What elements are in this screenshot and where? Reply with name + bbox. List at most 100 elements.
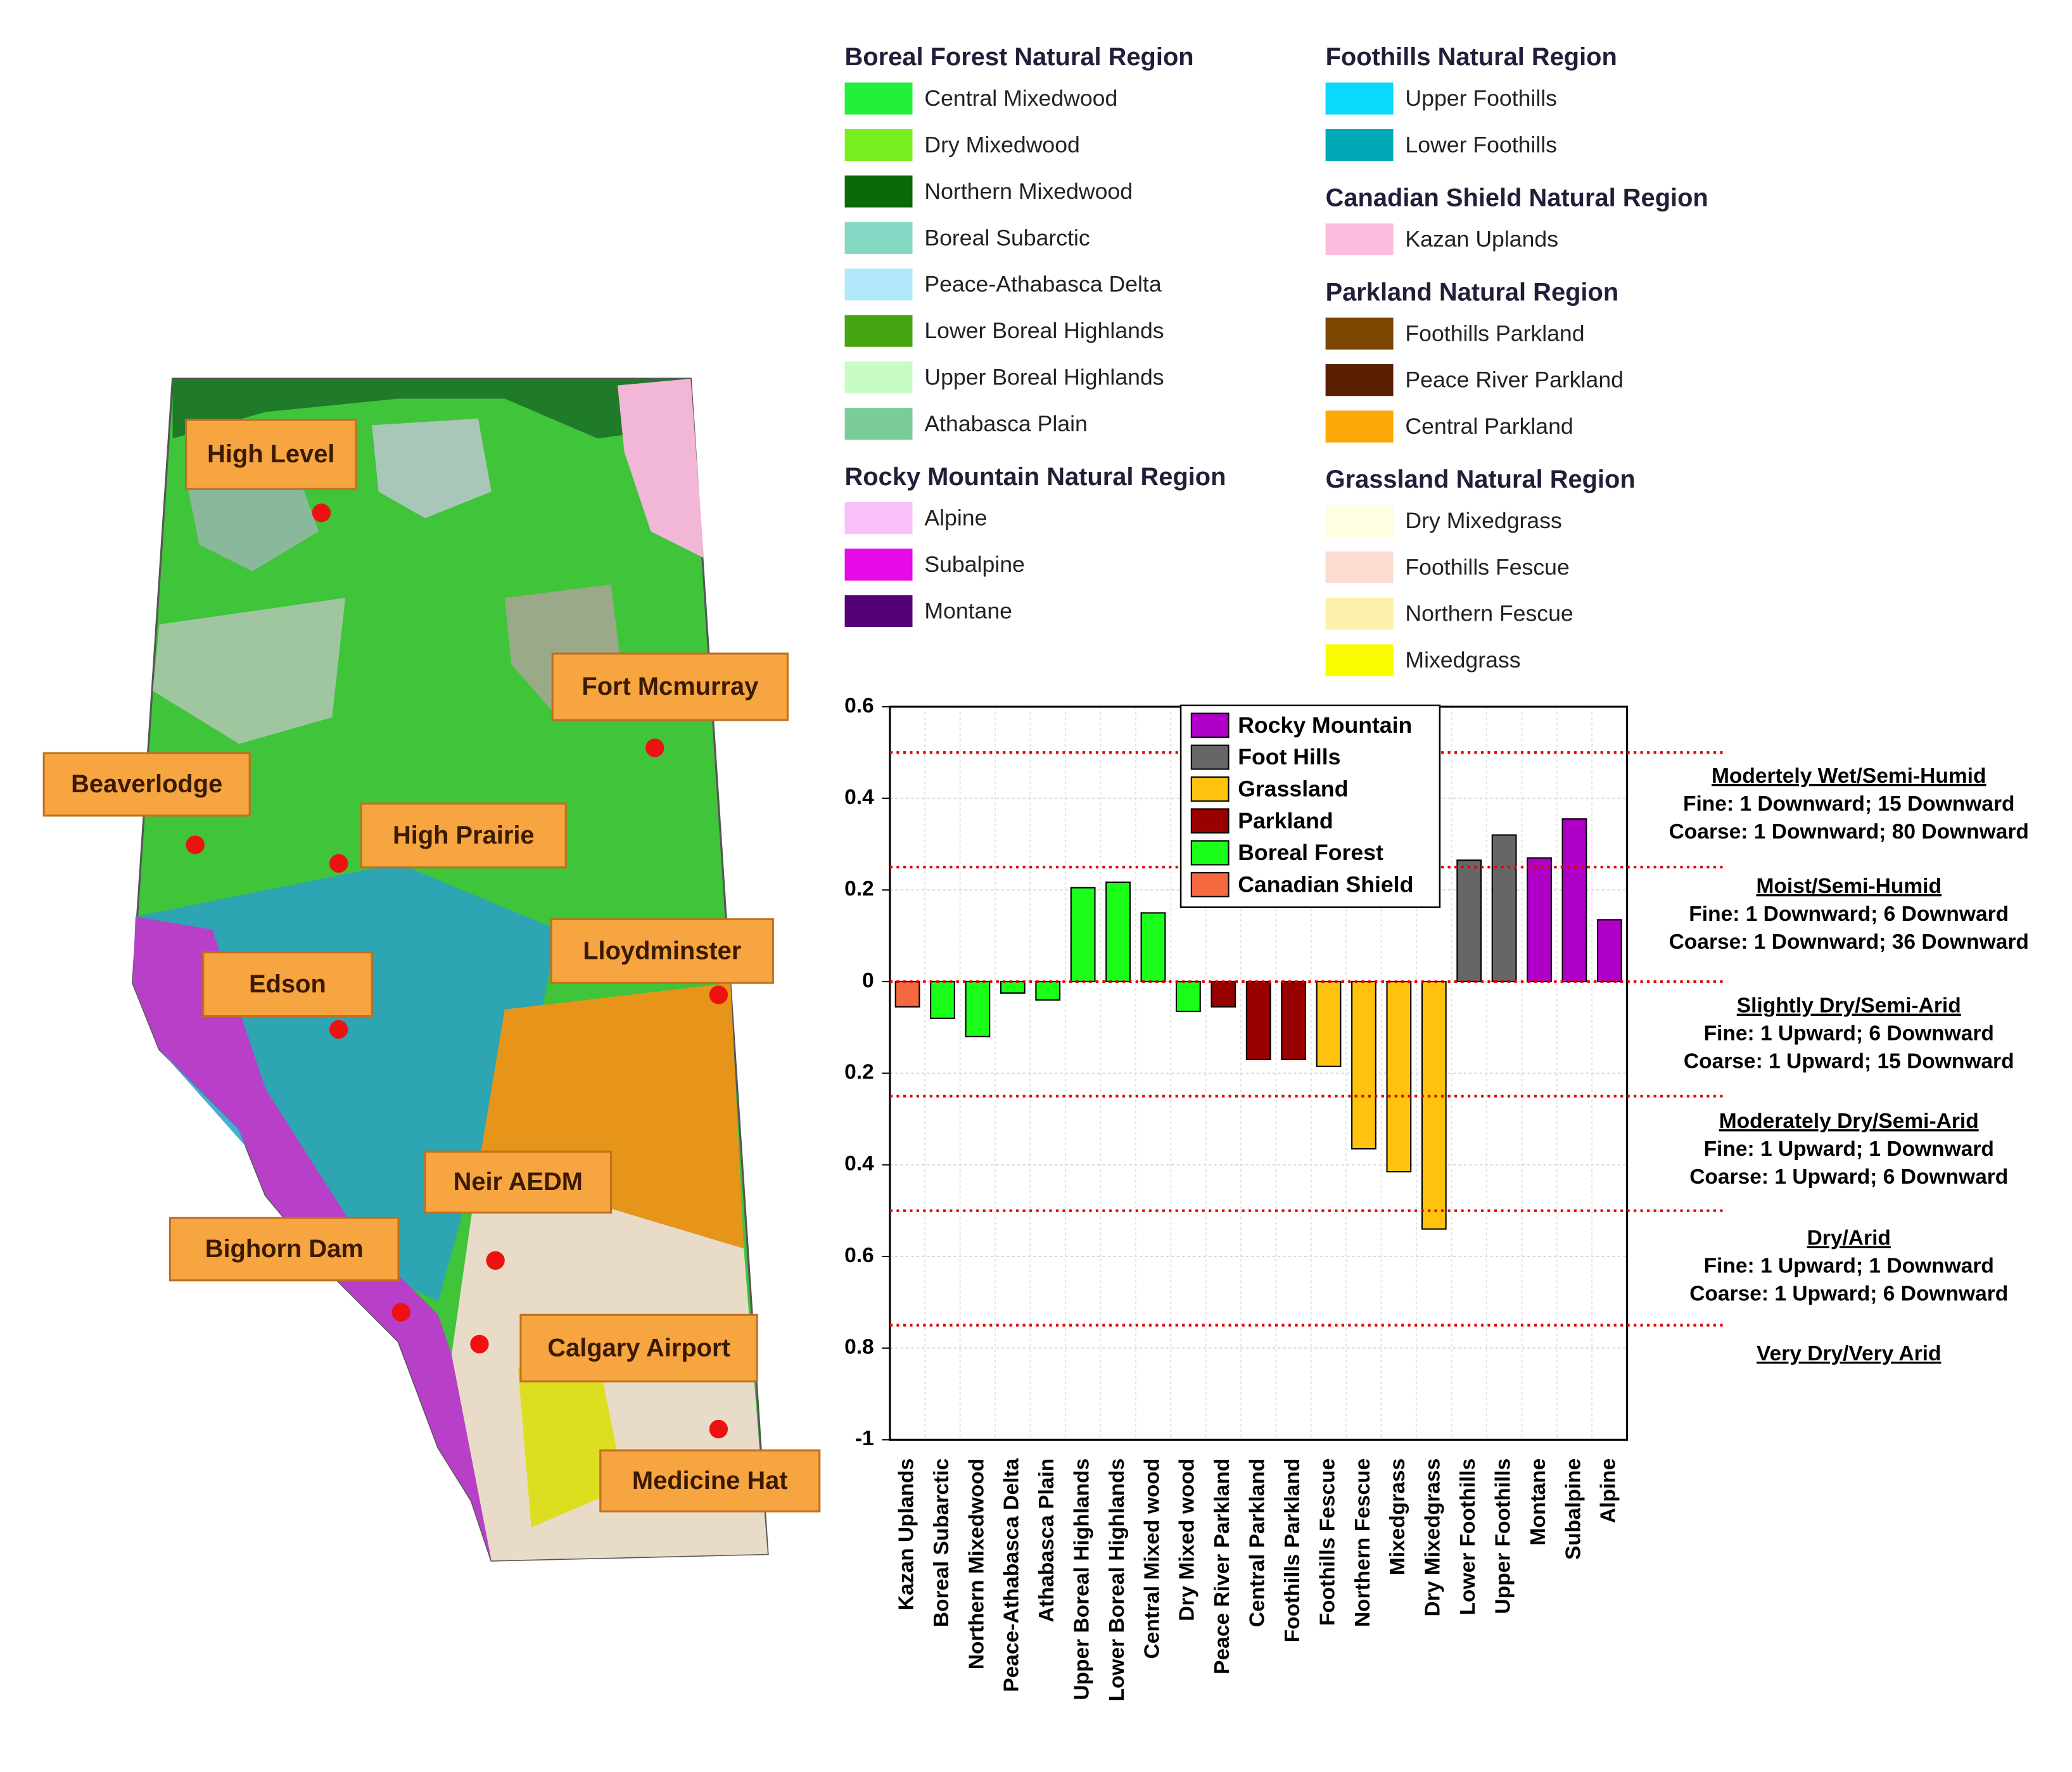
legend-swatch [1325, 644, 1394, 676]
city-box [519, 1313, 758, 1383]
legend-swatch [1190, 712, 1230, 738]
legend-label: Canadian Shield [1238, 871, 1413, 897]
bar [1421, 980, 1447, 1230]
legend-label: Foothills Fescue [1405, 554, 1569, 579]
bar [1105, 881, 1131, 983]
legend-swatch [844, 129, 913, 161]
zone-note: Fine: 1 Upward; 1 Downward [1704, 1137, 1994, 1161]
zone-note: Fine: 1 Downward; 15 Downward [1683, 792, 2015, 816]
legend-label: Lower Foothills [1405, 132, 1557, 158]
city-label: Bighorn Dam [205, 1235, 364, 1263]
city-marker [312, 503, 331, 522]
legend-label: Central Parkland [1405, 414, 1573, 439]
x-tick-label: Upper Foothills [1491, 1459, 1515, 1614]
legend-swatch [1325, 597, 1394, 630]
bar [1527, 857, 1552, 983]
city-marker [645, 738, 664, 757]
city-box [184, 419, 357, 490]
city-label: Lloydminster [583, 937, 741, 965]
zone-note: Coarse: 1 Upward; 6 Downward [1689, 1282, 2008, 1306]
legend-label: Subalpine [924, 552, 1024, 577]
legend-label: Dry Mixedwood [924, 132, 1079, 158]
city-box [551, 652, 789, 721]
bar-chart: 0.6 0.4 0.2 0 0.2 0.4 0.6 0.8 -1 Kazan Uplands Bor… [844, 694, 2029, 1702]
y-tick-label: 0 [862, 969, 874, 992]
y-tick-label: 0.2 [844, 1061, 874, 1084]
legend-heading: Canadian Shield Natural Region [1326, 184, 1708, 212]
city-label: Edson [249, 970, 326, 998]
x-tick-label: Northern Mixedwood [965, 1459, 988, 1669]
y-tick-label: -1 [855, 1427, 874, 1450]
x-tick-label: Central Mixed wood [1140, 1459, 1164, 1659]
y-tick-label: 0.6 [844, 1244, 874, 1267]
x-tick-label: Peace River Parkland [1211, 1459, 1234, 1674]
city-label: Medicine Hat [632, 1467, 788, 1495]
bar [1175, 980, 1201, 1013]
city-marker [329, 1020, 348, 1039]
legend-heading: Boreal Forest Natural Region [845, 43, 1194, 71]
zone-note: Fine: 1 Upward; 1 Downward [1704, 1255, 1994, 1278]
x-tick-label: Peace-Athabasca Delta [1000, 1458, 1024, 1692]
y-tick-label: 0.4 [844, 785, 874, 809]
x-tick-label: Central Parkland [1246, 1459, 1269, 1627]
legend-label: Dry Mixedgrass [1405, 508, 1561, 533]
city-label: High Level [207, 440, 334, 468]
bar [1596, 919, 1622, 983]
legend-swatch [1325, 410, 1394, 443]
city-labels: High Level Fort Mcmurray Beaverlodge High P… [42, 419, 821, 1513]
zone-note: Fine: 1 Downward; 6 Downward [1689, 902, 2009, 926]
map-region [618, 379, 704, 559]
zone-title: Slightly Dry/Semi-Arid [1737, 994, 1961, 1018]
legend-swatch [1325, 551, 1394, 583]
bar [1070, 887, 1096, 983]
x-tick-label: Subalpine [1561, 1459, 1585, 1560]
x-tick-label: Upper Boreal Highlands [1070, 1459, 1093, 1700]
legend-swatch [844, 548, 913, 581]
city-box [202, 951, 373, 1018]
legend-heading: Parkland Natural Region [1326, 278, 1619, 306]
city-label: Calgary Airport [547, 1334, 730, 1362]
legend-label: Boreal Forest [1238, 840, 1383, 865]
legend-swatch [844, 268, 913, 301]
legend-swatch [1325, 223, 1394, 256]
x-tick-label: Lower Boreal Highlands [1105, 1459, 1129, 1702]
x-tick-label: Mixedgrass [1386, 1459, 1409, 1576]
y-tick-label: 0.2 [844, 877, 874, 901]
legend-label: Athabasca Plain [924, 411, 1087, 436]
legend-label: Central Mixedwood [924, 85, 1117, 111]
city-box [599, 1449, 821, 1513]
legend-swatch [844, 408, 913, 440]
bar [930, 980, 955, 1019]
legend-swatch [844, 82, 913, 115]
bar [1245, 980, 1271, 1060]
legend-label: Foothills Parkland [1405, 320, 1584, 346]
city-label: Fort Mcmurray [582, 673, 758, 700]
bar [1386, 980, 1412, 1173]
legend-heading: Rocky Mountain Natural Region [845, 463, 1226, 491]
legend-swatch [1190, 808, 1230, 834]
legend-swatch [1325, 317, 1394, 350]
legend-swatch [1325, 505, 1394, 537]
city-box [168, 1217, 400, 1282]
y-tick-label: 0.6 [844, 694, 874, 718]
legend-swatch [1190, 744, 1230, 770]
zone-note: Coarse: 1 Upward; 15 Downward [1684, 1050, 2014, 1073]
legend-label: Grassland [1238, 776, 1348, 801]
legend-heading: Grassland Natural Region [1326, 465, 1636, 493]
legend-swatch [1325, 129, 1394, 161]
bar [1000, 980, 1026, 994]
bar [1351, 980, 1376, 1150]
legend-swatch [1190, 871, 1230, 897]
legend-swatch [844, 315, 913, 347]
legend-label: Lower Boreal Highlands [924, 318, 1164, 343]
zone-title: Moderately Dry/Semi-Arid [1719, 1110, 1979, 1133]
city-marker [391, 1303, 410, 1322]
zone-title: Modertely Wet/Semi-Humid [1712, 764, 1986, 788]
legend-label: Foot Hills [1238, 744, 1340, 769]
x-tick-label: Montane [1527, 1459, 1550, 1546]
x-tick-label: Foothills Parkland [1281, 1459, 1304, 1643]
legend-label: Peace-Athabasca Delta [924, 272, 1161, 297]
map-region [153, 597, 346, 744]
city-box [42, 752, 251, 817]
